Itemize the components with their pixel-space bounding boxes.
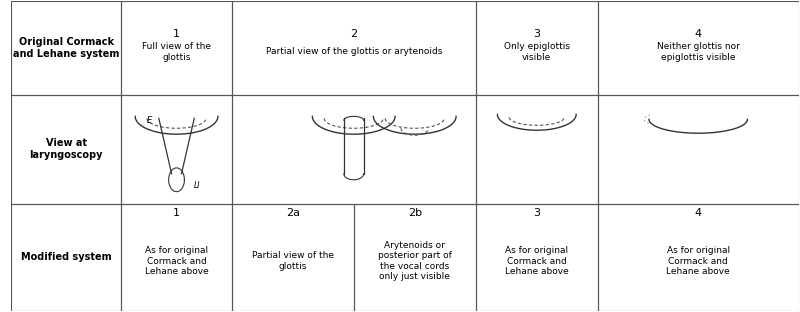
Bar	[598, 203, 798, 311]
Bar	[598, 95, 798, 203]
Bar	[232, 95, 476, 203]
Bar	[476, 95, 598, 203]
Bar	[11, 1, 122, 95]
Text: 2b: 2b	[408, 208, 422, 218]
Text: As for original
Cormack and
Lehane above: As for original Cormack and Lehane above	[505, 246, 569, 276]
Text: 3: 3	[534, 208, 540, 218]
Bar	[598, 1, 798, 95]
Text: 3: 3	[534, 29, 540, 39]
Bar	[232, 1, 476, 95]
Text: LI: LI	[194, 181, 201, 190]
Bar	[476, 203, 598, 311]
Bar	[354, 203, 476, 311]
Bar	[122, 1, 232, 95]
Text: Partial view of the
glottis: Partial view of the glottis	[252, 251, 334, 271]
Text: 1: 1	[173, 208, 180, 218]
Text: 1: 1	[173, 29, 180, 39]
Text: Full view of the
glottis: Full view of the glottis	[142, 42, 211, 62]
Bar	[232, 203, 354, 311]
Text: As for original
Cormack and
Lehane above: As for original Cormack and Lehane above	[145, 246, 209, 276]
Text: Modified system: Modified system	[21, 252, 112, 262]
Bar	[476, 1, 598, 95]
Text: Arytenoids or
posterior part of
the vocal cords
only just visible: Arytenoids or posterior part of the voca…	[378, 241, 452, 281]
Text: Neither glottis nor
epiglottis visible: Neither glottis nor epiglottis visible	[657, 42, 740, 62]
Bar	[122, 95, 232, 203]
Text: 2a: 2a	[286, 208, 300, 218]
Bar	[11, 95, 122, 203]
Text: Partial view of the glottis or arytenoids: Partial view of the glottis or arytenoid…	[266, 47, 442, 56]
Text: 4: 4	[694, 208, 702, 218]
Text: Original Cormack
and Lehane system: Original Cormack and Lehane system	[13, 37, 119, 59]
Text: 4: 4	[694, 29, 702, 39]
Text: As for original
Cormack and
Lehane above: As for original Cormack and Lehane above	[666, 246, 730, 276]
Text: Only epiglottis
visible: Only epiglottis visible	[504, 42, 570, 62]
Text: 2: 2	[350, 29, 358, 39]
Text: E: E	[146, 116, 152, 125]
Text: View at
laryngoscopy: View at laryngoscopy	[30, 138, 103, 160]
Bar	[11, 203, 122, 311]
Bar	[122, 203, 232, 311]
